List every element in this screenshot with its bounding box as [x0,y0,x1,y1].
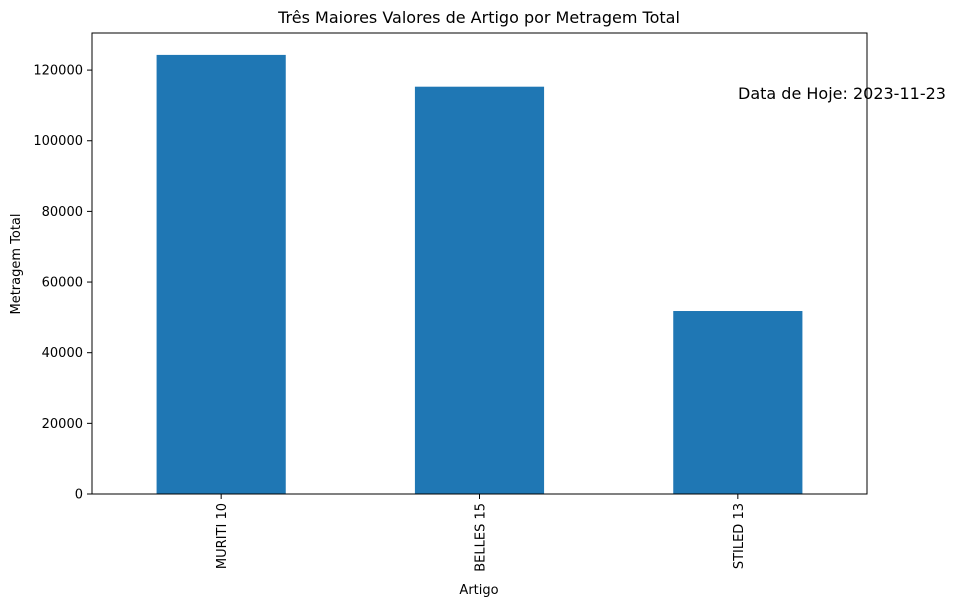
x-axis-ticks: MURITI 10 BELLES 15 STILED 13 [215,494,747,572]
y-tick-label: 80000 [42,205,83,220]
bar-belles-15 [414,86,545,495]
y-tick-label: 60000 [42,276,83,291]
x-tick-label: BELLES 15 [474,503,489,572]
y-tick-label: 0 [75,488,83,503]
bar-stiled-13 [673,311,803,494]
plot-frame [91,32,868,495]
y-axis-ticks: 0 20000 40000 60000 80000 100000 120000 [33,64,92,503]
bars-group [156,54,803,495]
chart-title: Três Maiores Valores de Artigo por Metra… [277,8,680,27]
x-tick-label: STILED 13 [732,503,747,569]
y-tick-label: 120000 [33,64,83,79]
y-tick-label: 20000 [42,417,83,432]
bar-muriti-10 [156,54,286,494]
y-tick-label: 40000 [42,346,83,361]
y-tick-label: 100000 [33,134,83,149]
y-axis-label: Metragem Total [9,213,24,314]
x-tick-label: MURITI 10 [215,503,230,569]
date-annotation: Data de Hoje: 2023-11-23 [738,84,946,103]
x-axis-label: Artigo [459,583,498,598]
